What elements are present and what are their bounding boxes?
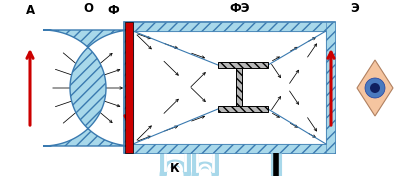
Text: Э: Э: [351, 2, 359, 14]
Circle shape: [370, 83, 380, 93]
Text: К: К: [170, 162, 180, 174]
Polygon shape: [236, 68, 242, 106]
Circle shape: [365, 78, 385, 98]
Polygon shape: [326, 22, 335, 153]
Polygon shape: [218, 106, 268, 112]
Polygon shape: [124, 144, 335, 153]
Polygon shape: [218, 62, 268, 68]
Text: А: А: [26, 4, 34, 17]
Text: О: О: [83, 2, 93, 14]
Polygon shape: [124, 22, 133, 153]
Polygon shape: [124, 22, 335, 31]
Polygon shape: [43, 30, 133, 146]
Polygon shape: [133, 31, 326, 144]
Polygon shape: [124, 22, 335, 153]
Polygon shape: [357, 60, 393, 116]
Polygon shape: [125, 22, 133, 153]
Text: ФЭ: ФЭ: [230, 2, 250, 14]
Text: Ф: Ф: [107, 4, 119, 17]
